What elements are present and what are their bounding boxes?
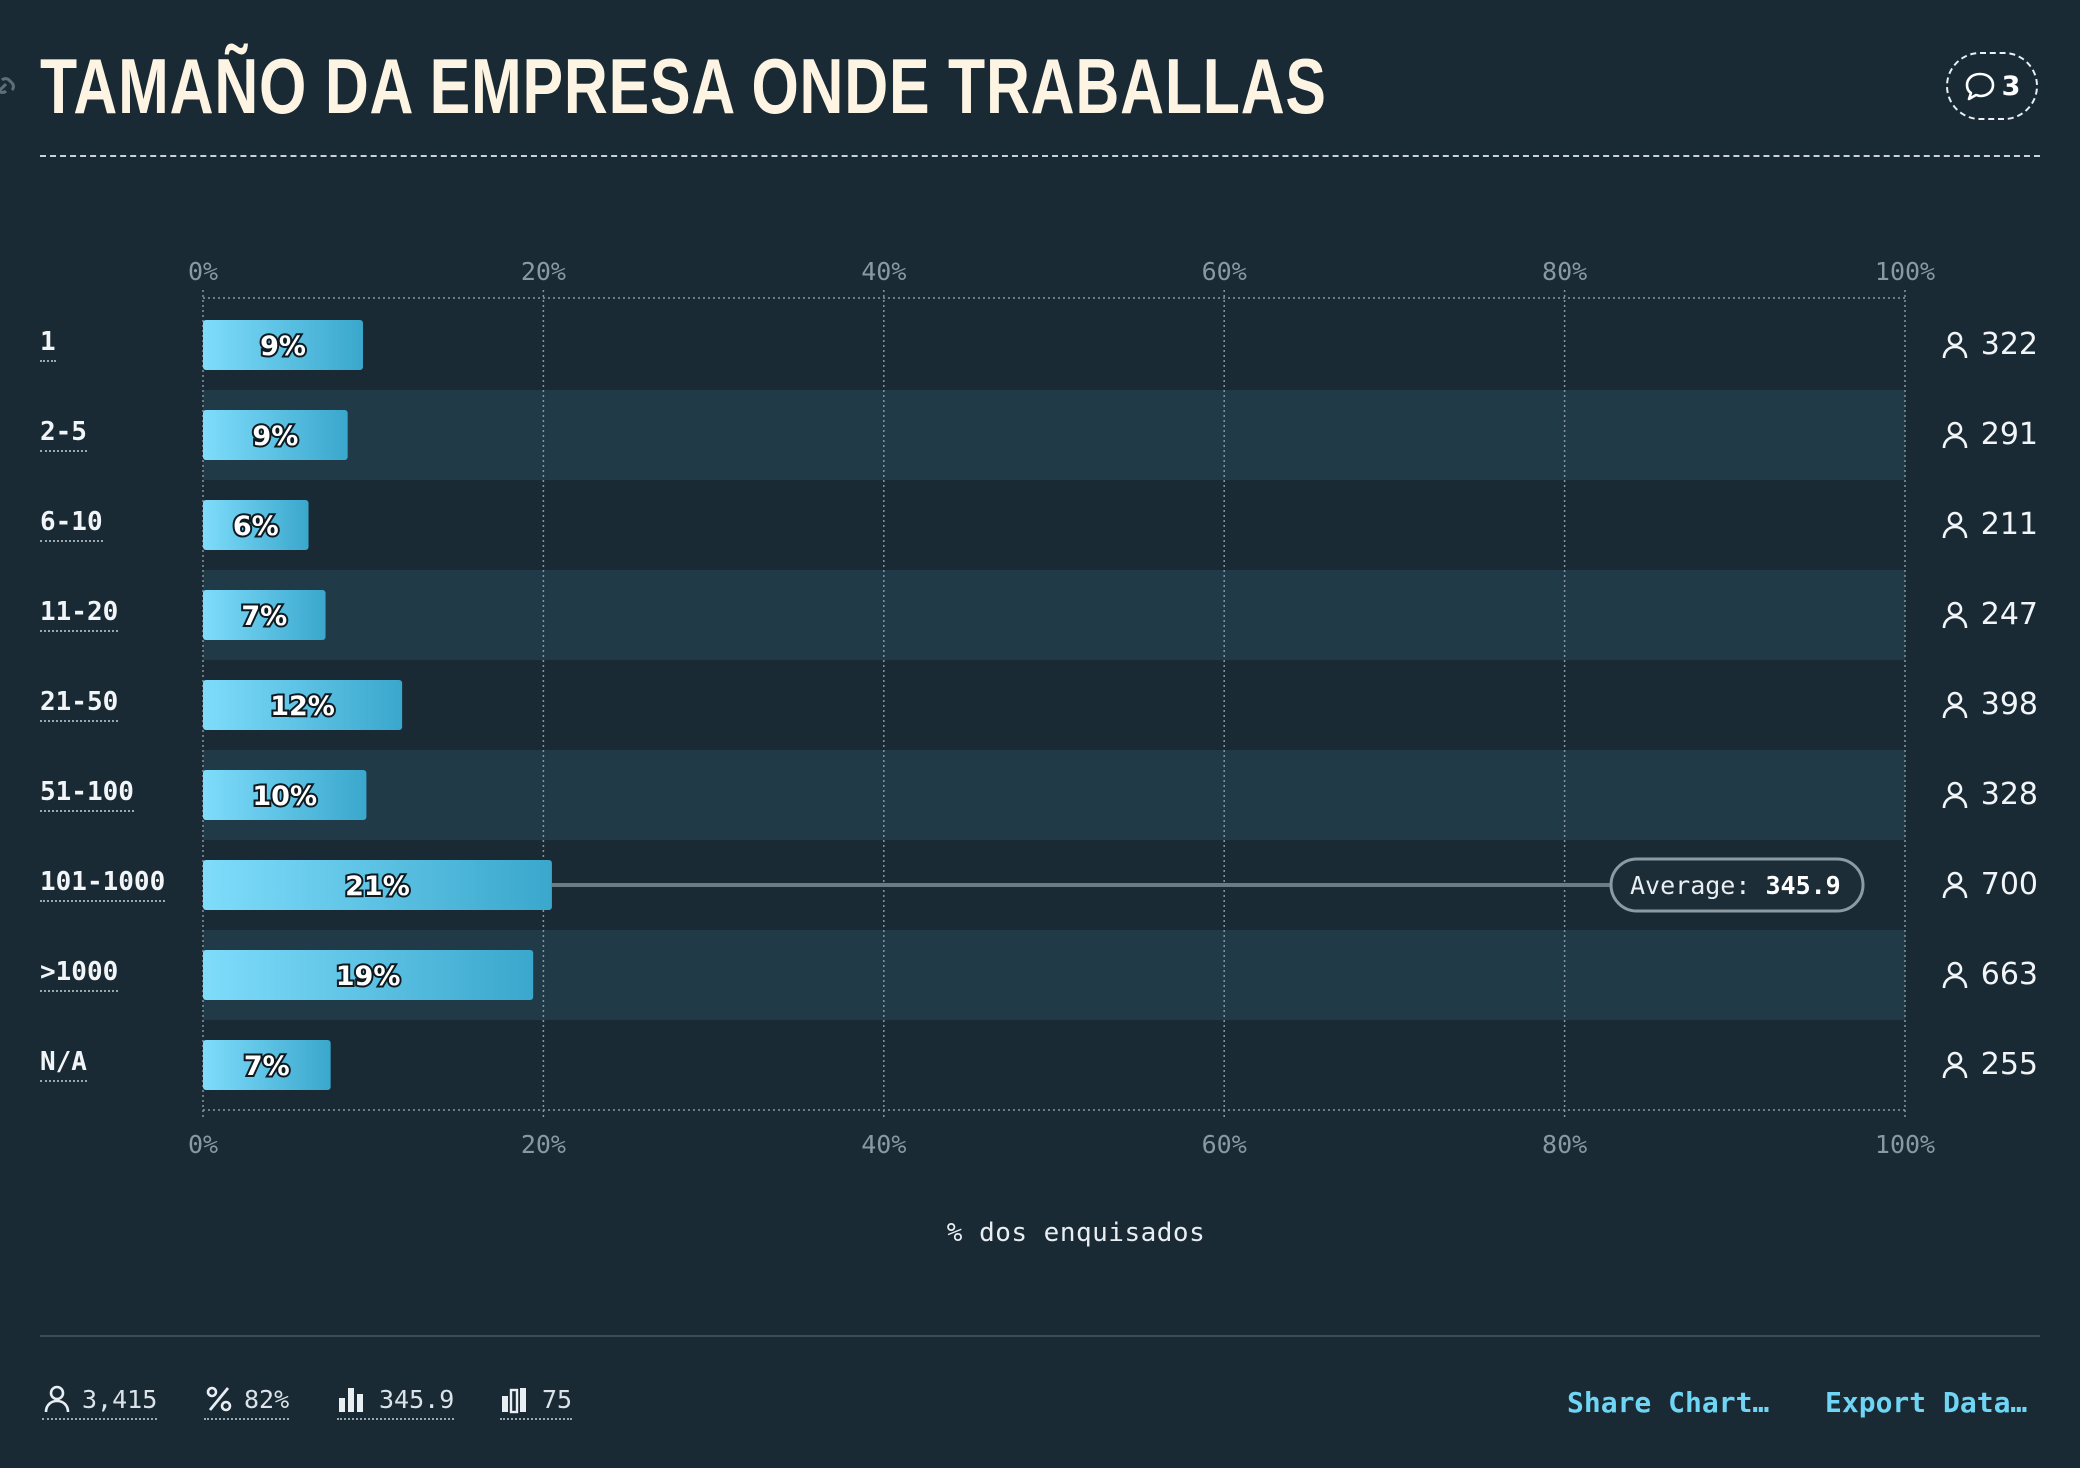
respondent-count-value: 328 — [1980, 777, 2038, 812]
bar — [203, 950, 534, 1000]
category-label[interactable]: N/A — [40, 1046, 87, 1082]
average-bars-icon — [339, 1388, 363, 1412]
percent-icon — [206, 1386, 232, 1412]
bar-value-label: 7% — [241, 601, 287, 632]
x-tick-top: 0% — [188, 257, 218, 286]
percent-value: 82% — [244, 1384, 290, 1414]
person-icon — [44, 1385, 70, 1413]
bar — [203, 860, 552, 910]
x-tick-bottom: 100% — [1875, 1130, 1935, 1159]
average-label: Average: 345.9 — [1630, 871, 1841, 900]
person-icon — [1942, 421, 1968, 448]
bar-value-label: 21% — [345, 871, 410, 902]
respondent-count-value: 255 — [1980, 1047, 2038, 1082]
comments-count: 3 — [2001, 70, 2021, 102]
bar — [203, 590, 326, 640]
x-tick-top: 80% — [1542, 257, 1587, 286]
x-tick-bottom: 40% — [861, 1130, 906, 1159]
row-stripe — [203, 570, 1905, 660]
stat-respondents[interactable]: 3,415 — [42, 1384, 158, 1420]
bar — [203, 320, 363, 370]
x-tick-top: 40% — [861, 257, 906, 286]
link-icon[interactable] — [0, 72, 22, 102]
respondent-count: 322 — [1941, 327, 2038, 362]
respondent-count-value: 322 — [1980, 327, 2038, 362]
person-icon — [1942, 871, 1968, 898]
category-label[interactable]: 1 — [40, 326, 56, 362]
respondent-count-value: 700 — [1980, 867, 2038, 902]
footer-divider — [40, 1335, 2040, 1337]
median-value: 75 — [542, 1384, 573, 1414]
bar-chart: 0% 20% 40% 60% 80% 100% 0% 20% 40% 60% 80% 100% 9%… — [188, 257, 1935, 1159]
respondent-count: 247 — [1941, 597, 2038, 632]
category-label[interactable]: 21-50 — [40, 686, 119, 722]
share-chart-link[interactable]: Share Chart… — [1567, 1386, 1770, 1419]
row-stripe — [203, 390, 1905, 480]
chart-title: TAMAÑO DA EMPRESA ONDE TRABALLAS — [40, 42, 1327, 130]
person-icon — [1942, 961, 1968, 988]
person-icon — [1942, 691, 1968, 718]
person-icon — [1942, 331, 1968, 358]
row-stripe — [203, 750, 1905, 840]
bar-value-label: 12% — [270, 691, 335, 722]
person-icon — [1942, 781, 1968, 808]
respondent-count: 663 — [1941, 957, 2038, 992]
category-label[interactable]: 11-20 — [40, 596, 119, 632]
average-value: 345.9 — [379, 1384, 455, 1414]
x-tick-top: 60% — [1202, 257, 1247, 286]
bar — [203, 770, 367, 820]
category-label[interactable]: 51-100 — [40, 776, 134, 812]
stat-average[interactable]: 345.9 — [337, 1384, 455, 1420]
category-label[interactable]: 6-10 — [40, 506, 103, 542]
stat-median[interactable]: 75 — [500, 1384, 573, 1420]
respondent-count-value: 663 — [1980, 957, 2038, 992]
respondent-count: 291 — [1941, 417, 2038, 452]
x-axis-label: % dos enquisados — [946, 1218, 1206, 1248]
speech-bubble-icon — [1965, 72, 1994, 101]
person-icon — [1942, 1051, 1968, 1078]
respondent-count: 328 — [1941, 777, 2038, 812]
x-tick-bottom: 60% — [1202, 1130, 1247, 1159]
export-data-link[interactable]: Export Data… — [1825, 1386, 2028, 1419]
x-tick-bottom: 80% — [1542, 1130, 1587, 1159]
category-label[interactable]: >1000 — [40, 956, 119, 992]
bar-value-label: 19% — [336, 961, 401, 992]
respondents-value: 3,415 — [82, 1384, 158, 1414]
respondent-count-value: 211 — [1980, 507, 2038, 542]
bar-value-label: 10% — [252, 781, 317, 812]
person-icon — [1942, 601, 1968, 628]
bar-value-label: 9% — [260, 331, 306, 362]
category-label[interactable]: 101-1000 — [40, 866, 166, 902]
x-tick-bottom: 0% — [188, 1130, 218, 1159]
bar — [203, 680, 403, 730]
respondent-count: 700 — [1941, 867, 2038, 902]
comments-button[interactable]: 3 — [1946, 52, 2038, 120]
respondent-count-value: 291 — [1980, 417, 2038, 452]
x-tick-top: 100% — [1875, 257, 1935, 286]
median-bars-icon — [502, 1388, 526, 1414]
bar-value-label: 9% — [252, 421, 298, 452]
bar — [203, 500, 309, 550]
title-divider — [40, 155, 2040, 157]
average-pill — [1609, 857, 1865, 913]
x-tick-top: 20% — [521, 257, 566, 286]
bar-value-label: 6% — [233, 511, 279, 542]
person-icon — [1942, 511, 1968, 538]
bar — [203, 1040, 331, 1090]
stat-percent[interactable]: 82% — [204, 1384, 290, 1420]
respondent-count-value: 247 — [1980, 597, 2038, 632]
bar-value-label: 7% — [244, 1051, 290, 1082]
respondent-count: 255 — [1941, 1047, 2038, 1082]
category-label[interactable]: 2-5 — [40, 416, 87, 452]
x-tick-bottom: 20% — [521, 1130, 566, 1159]
respondent-count-value: 398 — [1980, 687, 2038, 722]
respondent-count: 211 — [1941, 507, 2038, 542]
bar — [203, 410, 348, 460]
respondent-count: 398 — [1941, 687, 2038, 722]
